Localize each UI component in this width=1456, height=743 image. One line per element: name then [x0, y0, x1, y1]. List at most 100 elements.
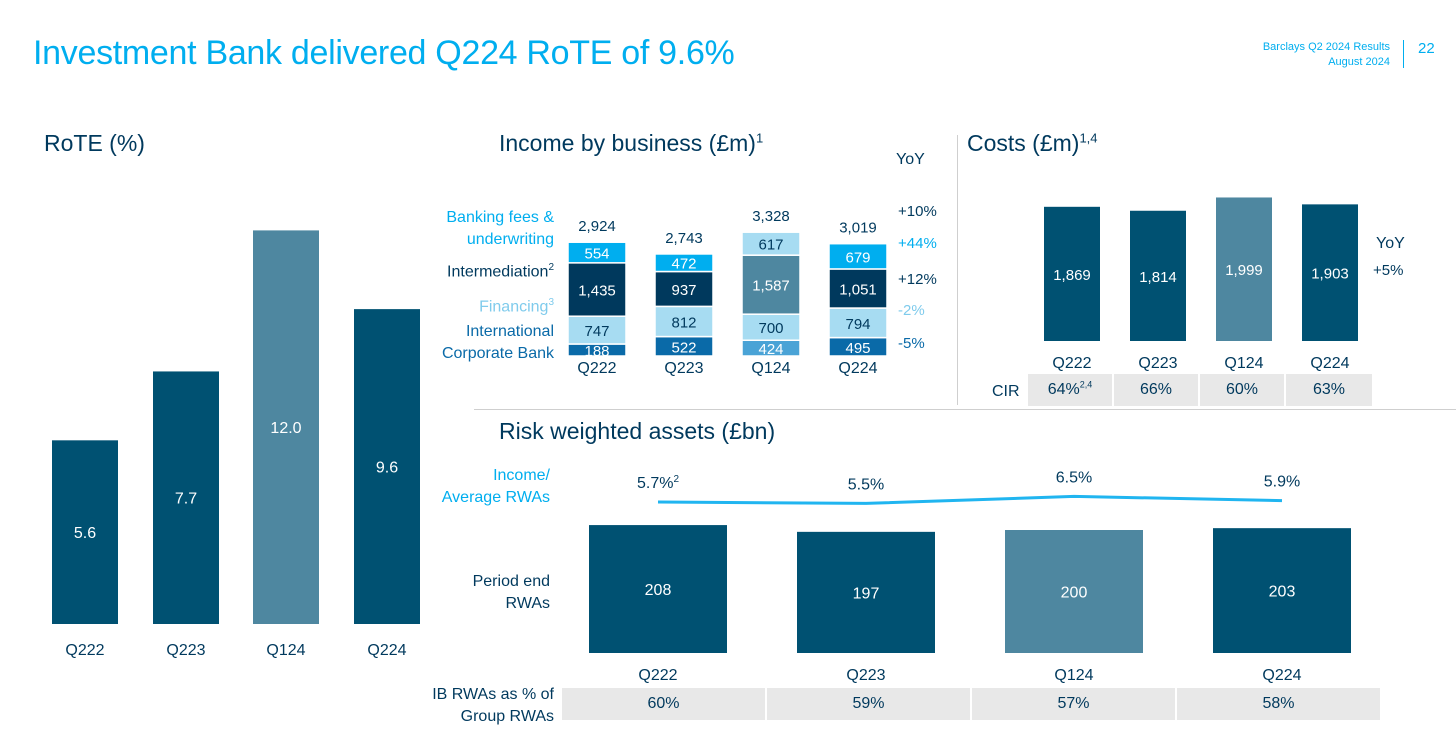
rwa-bar-q222	[589, 525, 727, 653]
legend-icb-line2: Corporate Bank	[441, 345, 554, 362]
header-divider	[1403, 40, 1404, 68]
legend-intermediation-footnote: 2	[548, 262, 554, 273]
costs-bar-q124	[1216, 197, 1272, 341]
legend-intermediation-text: Intermediation	[447, 263, 549, 281]
rote-bar-q224	[354, 309, 420, 624]
cir-cell-q124: 60%	[1200, 374, 1284, 406]
rwa-chart: 208 Q222 197 Q223 200 Q124 203 Q224 5.7%2 5.5% 6.5…	[589, 469, 1351, 684]
income-axis-label-q224: Q224	[838, 360, 877, 377]
report-date: August 2024	[1328, 56, 1390, 68]
income-segment-intermediation-q124	[741, 254, 801, 315]
rwa-value-q124: 200	[1061, 585, 1088, 602]
rwa-pct-label-1: IB RWAs as % of	[432, 686, 554, 703]
costs-value-q124: 1,999	[1225, 262, 1263, 279]
income-segment-label-banking-fees-underwriting-q223: 472	[671, 256, 696, 273]
costs-value-q222: 1,869	[1053, 267, 1091, 284]
income-segment-label-intermediation-q124: 1,587	[752, 278, 790, 295]
legend-intermediation: Intermediation2	[390, 257, 554, 283]
rote-axis-label-q224: Q224	[367, 642, 406, 659]
income-segment-banking-fees-underwriting-q124	[741, 231, 801, 256]
costs-axis-label-q224: Q224	[1310, 355, 1349, 372]
income-total-q224: 3,019	[839, 220, 877, 237]
page-title: Investment Bank delivered Q224 RoTE of 9…	[33, 34, 735, 72]
rwa-bar-label-2: RWAs	[505, 595, 550, 612]
cir-cell-q224: 63%	[1286, 374, 1372, 406]
rwa-value-q223: 197	[853, 585, 880, 602]
costs-chart: 1,869 Q222 1,814 Q223 1,999 Q124 1,903 Q224	[1044, 197, 1358, 372]
rwa-axis-label-q224: Q224	[1262, 667, 1301, 684]
income-segment-label-international-corporate-bank-q223: 522	[671, 339, 696, 356]
rwa-pct-label: IB RWAs as % of Group RWAs	[380, 684, 554, 728]
cir-label: CIR	[992, 383, 1020, 400]
rwa-value-q222: 208	[645, 582, 672, 599]
rwa-value-q224: 203	[1269, 584, 1296, 601]
income-title-footnote: 1	[755, 130, 764, 146]
costs-axis-label-q223: Q223	[1138, 355, 1177, 372]
legend-banking-line1: Banking fees &	[446, 209, 554, 226]
rote-value-q223: 7.7	[175, 491, 197, 508]
rote-bar-q124	[253, 230, 319, 624]
income-segment-label-intermediation-q224: 1,051	[839, 282, 877, 299]
income-axis-label-q124: Q124	[751, 360, 790, 377]
rote-chart: 5.6 Q222 7.7 Q223 12.0 Q124 9.6 Q224	[52, 230, 420, 659]
rwa-line-label-2: Average RWAs	[441, 489, 550, 506]
rwa-pct-q224: 58%	[1177, 688, 1380, 720]
income-segment-label-financing-q224: 794	[845, 316, 870, 333]
income-segment-label-financing-q223: 812	[671, 314, 696, 331]
rwa-title: Risk weighted assets (£bn)	[499, 418, 776, 444]
income-segment-financing-q223	[654, 305, 714, 338]
rwa-bar-label: Period end RWAs	[380, 571, 550, 615]
income-segment-label-financing-q222: 747	[584, 323, 609, 340]
income-total-q223: 2,743	[665, 230, 703, 247]
income-segment-label-intermediation-q223: 937	[671, 282, 696, 299]
report-info: Barclays Q2 2024 Results August 2024	[1263, 40, 1390, 70]
income-segment-label-international-corporate-bank-q222: 188	[584, 343, 609, 360]
income-segment-label-intermediation-q222: 1,435	[578, 283, 616, 300]
rwa-ratio-label-q224: 5.9%	[1264, 474, 1300, 491]
costs-axis-label-q222: Q222	[1052, 355, 1091, 372]
income-yoy-banking: +44%	[898, 235, 937, 252]
rote-title: RoTE (%)	[44, 130, 145, 156]
income-segment-label-international-corporate-bank-q124: 424	[758, 341, 783, 358]
legend-financing: Financing3	[390, 292, 554, 318]
rwa-line-label: Income/ Average RWAs	[380, 465, 550, 509]
report-name: Barclays Q2 2024 Results	[1262, 41, 1390, 53]
income-segment-label-banking-fees-underwriting-q124: 617	[758, 237, 783, 254]
income-title-text: Income by business (£m)	[499, 130, 756, 156]
rwa-bar-q223	[797, 531, 935, 653]
income-segment-intermediation-q223	[654, 270, 714, 308]
rwa-ratio-label-q222: 5.7%2	[637, 474, 679, 492]
income-segment-banking-fees-underwriting-q223	[654, 253, 714, 273]
rwa-line-label-1: Income/	[493, 467, 550, 484]
income-chart: 188 747 1,435 554 2,924 Q222 522 812 937 472 2,743…	[567, 208, 888, 377]
costs-title: Costs (£m)1,4	[967, 130, 1098, 157]
horizontal-divider	[474, 409, 1456, 410]
income-title: Income by business (£m)1	[499, 130, 763, 157]
legend-banking: Banking fees & underwriting	[390, 207, 554, 251]
income-yoy-icb: -5%	[898, 335, 925, 352]
rote-axis-label-q223: Q223	[166, 642, 205, 659]
costs-axis-label-q124: Q124	[1224, 355, 1263, 372]
costs-bar-q224	[1302, 204, 1358, 341]
income-segment-label-international-corporate-bank-q224: 495	[845, 340, 870, 357]
costs-yoy-header: YoY	[1376, 235, 1405, 252]
rwa-axis-label-q124: Q124	[1054, 667, 1093, 684]
income-segment-financing-q224	[828, 307, 888, 339]
rwa-ratio-label-q223: 5.5%	[848, 476, 884, 493]
page-number: 22	[1418, 40, 1435, 57]
rwa-pct-label-2: Group RWAs	[460, 708, 554, 725]
legend-financing-text: Financing	[479, 298, 549, 316]
cir-cell-q223: 66%	[1114, 374, 1198, 406]
cir-cell-q222: 64%2,4	[1028, 374, 1112, 406]
income-yoy-header: YoY	[896, 151, 925, 168]
rwa-bar-label-1: Period end	[472, 573, 550, 590]
income-axis-label-q223: Q223	[664, 360, 703, 377]
rote-bar-q223	[153, 371, 219, 624]
rwa-ratio-label-q124: 6.5%	[1056, 469, 1092, 486]
legend-financing-footnote: 3	[548, 297, 554, 308]
income-total-q124: 3,328	[752, 208, 790, 225]
costs-value-q224: 1,903	[1311, 266, 1349, 283]
rote-axis-label-q124: Q124	[266, 642, 305, 659]
legend-banking-line2: underwriting	[466, 231, 554, 248]
income-segment-label-banking-fees-underwriting-q224: 679	[845, 249, 870, 266]
